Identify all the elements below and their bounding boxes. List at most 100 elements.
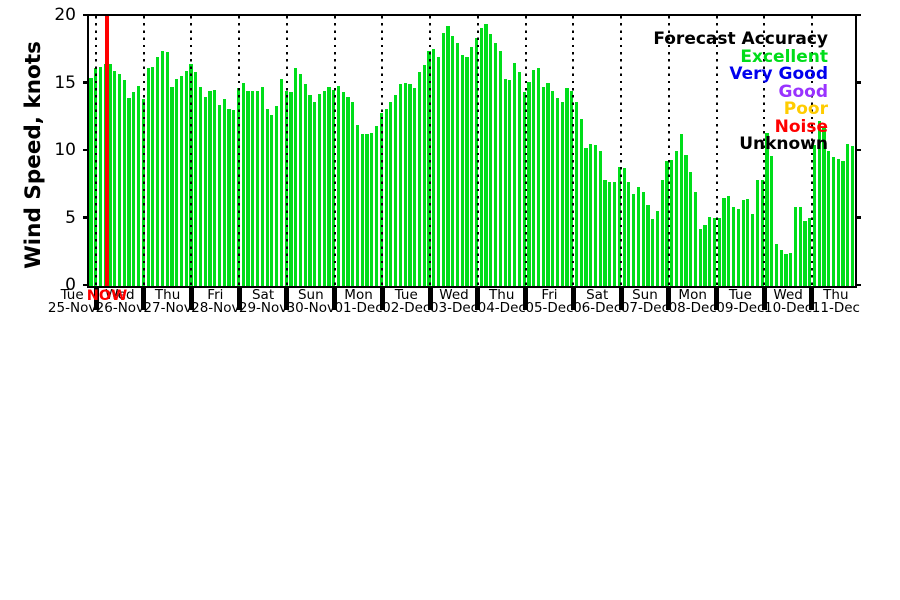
bar — [265, 108, 269, 286]
bar — [327, 87, 331, 286]
bar — [827, 150, 831, 286]
legend: Forecast Accuracy Excellent Very Good Good… — [653, 30, 828, 154]
bar — [532, 69, 536, 286]
bar — [846, 143, 850, 286]
bar — [760, 180, 764, 286]
day-gridline — [95, 16, 97, 286]
date-label: 30-Nov — [286, 299, 335, 316]
bar — [451, 35, 455, 286]
bar — [560, 101, 564, 286]
weekday-label: Mon — [678, 286, 707, 303]
bar — [793, 207, 798, 286]
bar — [365, 134, 369, 286]
bar — [403, 83, 407, 286]
date-label: 29-Nov — [238, 299, 288, 316]
bar — [479, 27, 483, 286]
bar — [289, 92, 293, 286]
legend-item-good: Good — [778, 81, 828, 102]
bar — [422, 65, 426, 286]
bar — [551, 91, 555, 286]
day-gridline — [285, 16, 288, 286]
legend-item-poor: Poor — [783, 99, 828, 119]
bar — [322, 91, 326, 286]
day-boundary-tick — [141, 287, 147, 310]
weekday-label: Tue — [60, 286, 84, 303]
date-label: 27-Nov — [143, 299, 192, 316]
bar — [517, 72, 521, 286]
bar — [503, 78, 507, 286]
weekday-label: Wed — [439, 286, 469, 303]
bar — [246, 91, 250, 286]
bar — [217, 104, 222, 286]
bar — [427, 50, 431, 286]
bar — [137, 85, 141, 286]
bar — [303, 84, 307, 286]
bar — [732, 207, 736, 286]
bar — [803, 220, 807, 286]
bar — [394, 95, 398, 286]
bar — [708, 216, 712, 286]
bar — [446, 26, 450, 286]
bar — [746, 199, 750, 286]
bar — [389, 101, 393, 286]
date-label: 09-Dec — [716, 299, 765, 316]
day-boundary-tick — [809, 287, 815, 310]
bar — [208, 91, 212, 286]
bar — [608, 181, 612, 286]
day-boundary-tick — [379, 287, 385, 310]
weekday-label: Fri — [541, 286, 558, 303]
bar — [398, 84, 402, 286]
now-marker-line — [104, 16, 110, 286]
bar — [660, 180, 664, 286]
bar — [589, 143, 593, 286]
bar — [603, 180, 607, 286]
day-boundary-tick — [427, 287, 433, 310]
bar — [646, 204, 650, 286]
date-label: 26-Nov — [95, 299, 145, 316]
weekday-label: Tue — [394, 286, 418, 303]
weekday-label: Wed — [105, 286, 135, 303]
bar — [179, 76, 184, 286]
day-gridline — [476, 16, 479, 286]
bar — [651, 219, 655, 286]
bar — [698, 228, 702, 286]
bar — [679, 134, 683, 286]
date-label: 25-Nov — [47, 299, 97, 316]
bar — [565, 88, 569, 286]
bar — [641, 192, 645, 286]
bar — [798, 207, 802, 286]
day-gridline — [190, 16, 193, 286]
bar — [413, 88, 417, 286]
date-label: 28-Nov — [191, 299, 240, 316]
day-gridline — [810, 16, 813, 286]
date-label: 07-Dec — [620, 299, 670, 316]
bar — [132, 92, 136, 286]
bar — [817, 120, 821, 286]
bar — [717, 218, 721, 286]
bar — [632, 193, 636, 286]
bar — [741, 200, 745, 286]
bar — [784, 254, 788, 286]
bar — [170, 87, 174, 286]
legend-item-noise: Noise — [774, 116, 828, 137]
bar — [146, 68, 150, 286]
day-boundary-tick — [618, 287, 624, 310]
bar — [256, 91, 260, 286]
bar — [375, 126, 379, 286]
bar — [465, 57, 469, 286]
bar — [674, 150, 679, 286]
bar — [156, 57, 160, 286]
bar — [808, 218, 812, 286]
day-gridline — [238, 16, 241, 286]
bar — [89, 77, 93, 286]
legend-item-unknown: Unknown — [739, 134, 828, 154]
bar — [536, 68, 541, 286]
day-boundary-tick — [570, 287, 576, 310]
bar — [251, 91, 255, 286]
weekday-label: Sun — [297, 286, 324, 303]
bar — [298, 73, 303, 286]
bar — [222, 99, 226, 286]
date-label: 01-Dec — [334, 299, 383, 316]
date-label: 06-Dec — [573, 299, 622, 316]
